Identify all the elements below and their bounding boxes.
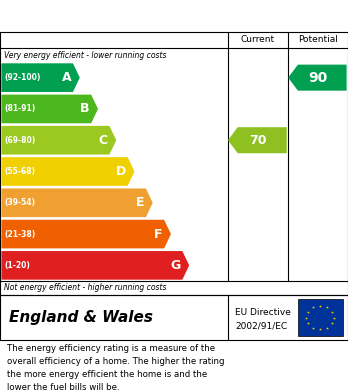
Polygon shape [1,188,153,217]
Text: (69-80): (69-80) [4,136,35,145]
Polygon shape [1,251,189,280]
Text: Energy Efficiency Rating: Energy Efficiency Rating [10,9,212,24]
Text: E: E [136,196,144,209]
Text: 90: 90 [308,71,328,84]
Text: Potential: Potential [298,36,338,45]
Text: 70: 70 [249,134,267,147]
Text: Current: Current [241,36,275,45]
Text: F: F [154,228,163,240]
Text: EU Directive: EU Directive [235,308,291,317]
Text: C: C [98,134,108,147]
Text: B: B [80,102,89,115]
FancyBboxPatch shape [298,299,343,336]
Polygon shape [1,157,134,186]
Text: D: D [116,165,126,178]
Polygon shape [1,220,171,248]
Polygon shape [228,127,287,153]
Text: England & Wales: England & Wales [9,310,153,325]
Text: Not energy efficient - higher running costs: Not energy efficient - higher running co… [4,283,167,292]
Text: A: A [62,71,71,84]
Polygon shape [288,65,347,91]
Polygon shape [1,126,116,154]
Text: (21-38): (21-38) [4,230,35,239]
Text: G: G [171,259,181,272]
Text: (1-20): (1-20) [4,261,30,270]
Text: The energy efficiency rating is a measure of the
overall efficiency of a home. T: The energy efficiency rating is a measur… [7,344,224,391]
Text: 2002/91/EC: 2002/91/EC [235,321,287,330]
Text: (92-100): (92-100) [4,73,41,82]
Text: (81-91): (81-91) [4,104,35,113]
Text: Very energy efficient - lower running costs: Very energy efficient - lower running co… [4,50,167,59]
Text: (39-54): (39-54) [4,198,35,207]
Polygon shape [1,95,98,123]
Polygon shape [1,63,80,92]
Text: (55-68): (55-68) [4,167,35,176]
